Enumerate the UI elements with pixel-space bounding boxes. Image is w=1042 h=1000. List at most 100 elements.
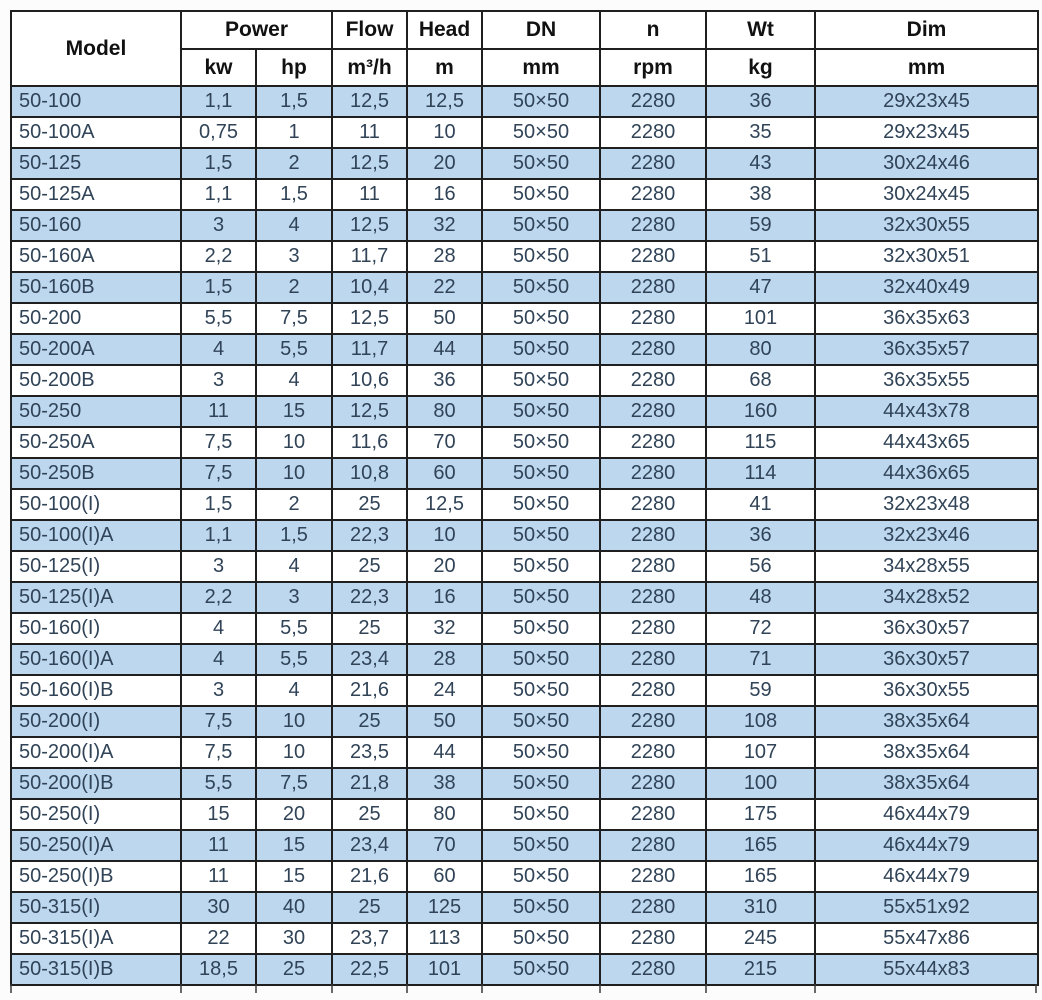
value-cell: 1,1 xyxy=(180,178,257,211)
table-row: 50-200A 4 5,5 11,7 44 50×50 2280 80 36x35x57 xyxy=(10,333,1039,366)
value-cell: 36x30x57 xyxy=(814,643,1039,676)
table-row: 50-160(I)A 4 5,5 23,4 28 50×50 2280 71 36x30x57 xyxy=(10,643,1039,676)
value-cell: 215 xyxy=(705,953,816,986)
model-cell: 50-250(I) xyxy=(10,798,182,831)
value-cell: 2280 xyxy=(599,519,707,552)
value-cell: 25 xyxy=(331,550,408,583)
value-cell: 36x35x63 xyxy=(814,302,1039,335)
col-header-flow: Flow xyxy=(331,10,408,50)
value-cell: 50×50 xyxy=(481,829,601,862)
value-cell: 38x35x64 xyxy=(814,736,1039,769)
value-cell: 50×50 xyxy=(481,333,601,366)
bottom-gridline-stubs xyxy=(10,984,1037,994)
value-cell: 2280 xyxy=(599,798,707,831)
col-header-head-unit: m xyxy=(406,48,483,87)
value-cell: 10 xyxy=(255,736,333,769)
model-cell: 50-100A xyxy=(10,116,182,149)
value-cell: 2280 xyxy=(599,488,707,521)
value-cell: 22,5 xyxy=(331,953,408,986)
value-cell: 38x35x64 xyxy=(814,767,1039,800)
value-cell: 11 xyxy=(180,860,257,893)
value-cell: 7,5 xyxy=(180,705,257,738)
value-cell: 3 xyxy=(255,240,333,273)
value-cell: 1,1 xyxy=(180,519,257,552)
model-cell: 50-315(I) xyxy=(10,891,182,924)
value-cell: 11 xyxy=(331,178,408,211)
value-cell: 60 xyxy=(406,457,483,490)
table-row: 50-125A 1,1 1,5 11 16 50×50 2280 38 30x24x45 xyxy=(10,178,1039,211)
value-cell: 10 xyxy=(255,457,333,490)
value-cell: 70 xyxy=(406,829,483,862)
value-cell: 2,2 xyxy=(180,240,257,273)
value-cell: 4 xyxy=(255,674,333,707)
table-row: 50-100 1,1 1,5 12,5 12,5 50×50 2280 36 29x23x45 xyxy=(10,85,1039,118)
value-cell: 10,8 xyxy=(331,457,408,490)
table-row: 50-160B 1,5 2 10,4 22 50×50 2280 47 32x40x49 xyxy=(10,271,1039,304)
value-cell: 2 xyxy=(255,488,333,521)
value-cell: 36x30x55 xyxy=(814,674,1039,707)
table-row: 50-100(I)A 1,1 1,5 22,3 10 50×50 2280 36 32x23x4… xyxy=(10,519,1039,552)
value-cell: 2280 xyxy=(599,767,707,800)
value-cell: 32 xyxy=(406,209,483,242)
model-cell: 50-125(I)A xyxy=(10,581,182,614)
value-cell: 107 xyxy=(705,736,816,769)
value-cell: 80 xyxy=(705,333,816,366)
value-cell: 2280 xyxy=(599,643,707,676)
value-cell: 50×50 xyxy=(481,147,601,180)
value-cell: 2280 xyxy=(599,147,707,180)
table-header: Model Power Flow Head DN n Wt Dim kw hp … xyxy=(10,10,1039,87)
value-cell: 23,4 xyxy=(331,829,408,862)
col-header-dim-unit: mm xyxy=(814,48,1039,87)
value-cell: 5,5 xyxy=(180,302,257,335)
value-cell: 2280 xyxy=(599,209,707,242)
value-cell: 5,5 xyxy=(255,643,333,676)
value-cell: 12,5 xyxy=(331,209,408,242)
value-cell: 32x23x48 xyxy=(814,488,1039,521)
value-cell: 32x30x55 xyxy=(814,209,1039,242)
table-row: 50-250 11 15 12,5 80 50×50 2280 160 44x43x78 xyxy=(10,395,1039,428)
value-cell: 36 xyxy=(705,85,816,118)
value-cell: 70 xyxy=(406,426,483,459)
value-cell: 101 xyxy=(705,302,816,335)
value-cell: 30 xyxy=(255,922,333,955)
table-row: 50-160A 2,2 3 11,7 28 50×50 2280 51 32x30x51 xyxy=(10,240,1039,273)
table-row: 50-200 5,5 7,5 12,5 50 50×50 2280 101 36x35x63 xyxy=(10,302,1039,335)
value-cell: 25 xyxy=(331,798,408,831)
value-cell: 51 xyxy=(705,240,816,273)
value-cell: 12,5 xyxy=(331,395,408,428)
value-cell: 12,5 xyxy=(331,147,408,180)
value-cell: 60 xyxy=(406,860,483,893)
header-row-units: kw hp m³/h m mm rpm kg mm xyxy=(11,48,1039,87)
value-cell: 10 xyxy=(406,116,483,149)
value-cell: 50×50 xyxy=(481,705,601,738)
table-row: 50-250B 7,5 10 10,8 60 50×50 2280 114 44x36x65 xyxy=(10,457,1039,490)
value-cell: 50×50 xyxy=(481,457,601,490)
value-cell: 12,5 xyxy=(331,302,408,335)
value-cell: 30x24x45 xyxy=(814,178,1039,211)
value-cell: 4 xyxy=(255,364,333,397)
value-cell: 50×50 xyxy=(481,581,601,614)
value-cell: 22 xyxy=(406,271,483,304)
gridline-stub xyxy=(814,984,816,993)
value-cell: 50×50 xyxy=(481,736,601,769)
gridline-stub xyxy=(705,984,707,993)
value-cell: 15 xyxy=(255,829,333,862)
value-cell: 50×50 xyxy=(481,116,601,149)
value-cell: 1,5 xyxy=(180,147,257,180)
value-cell: 2280 xyxy=(599,953,707,986)
value-cell: 10 xyxy=(255,705,333,738)
table-row: 50-200(I)B 5,5 7,5 21,8 38 50×50 2280 100 38x35x… xyxy=(10,767,1039,800)
value-cell: 12,5 xyxy=(406,85,483,118)
value-cell: 44 xyxy=(406,333,483,366)
gridline-stub xyxy=(331,984,333,993)
table-row: 50-125(I)A 2,2 3 22,3 16 50×50 2280 48 34x28x52 xyxy=(10,581,1039,614)
value-cell: 108 xyxy=(705,705,816,738)
model-cell: 50-200 xyxy=(10,302,182,335)
table-row: 50-315(I)B 18,5 25 22,5 101 50×50 2280 215 55x44… xyxy=(10,953,1039,986)
table-row: 50-100(I) 1,5 2 25 12,5 50×50 2280 41 32x23x48 xyxy=(10,488,1039,521)
value-cell: 46x44x79 xyxy=(814,860,1039,893)
value-cell: 1,5 xyxy=(180,488,257,521)
value-cell: 25 xyxy=(331,612,408,645)
table-row: 50-250(I) 15 20 25 80 50×50 2280 175 46x44x79 xyxy=(10,798,1039,831)
value-cell: 44x36x65 xyxy=(814,457,1039,490)
